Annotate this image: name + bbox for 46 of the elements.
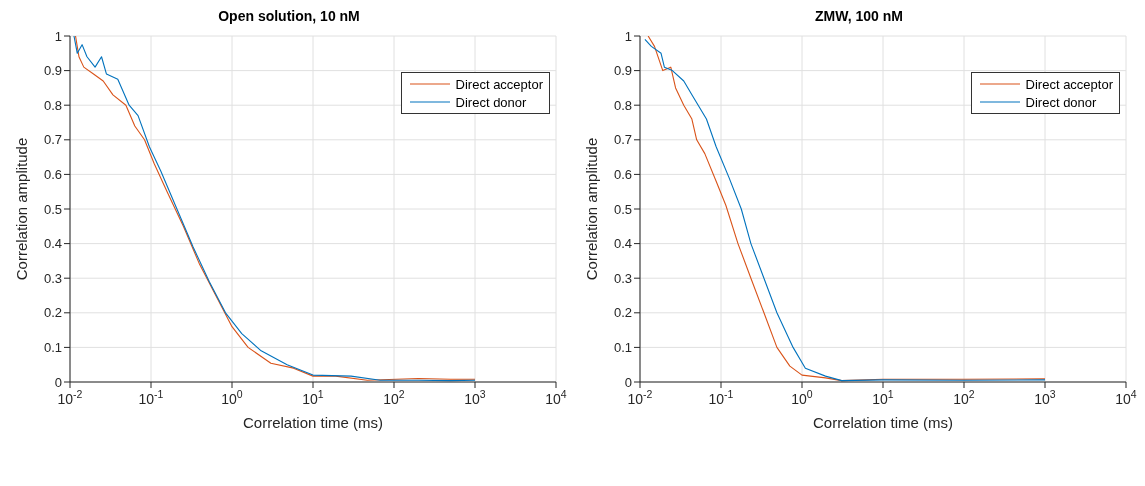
- y-tick-label: 0.8: [43, 97, 62, 113]
- y-tick-label: 0.4: [613, 236, 632, 252]
- y-tick-label: 0: [54, 374, 62, 390]
- x-tick-label: 10$^{3}$: [464, 388, 486, 407]
- y-tick-label: 0.5: [43, 201, 62, 217]
- x-tick-label: 10$^{4}$: [545, 388, 567, 407]
- x-tick-label: 10$^{-1}$: [138, 388, 164, 407]
- y-tick-label: 0.6: [613, 167, 632, 183]
- x-axis-title: Correlation time (ms): [812, 414, 954, 431]
- legend-label: Direct donor: [1025, 94, 1097, 110]
- y-tick-label: 1: [54, 28, 62, 44]
- y-tick-label: 0.1: [43, 340, 62, 356]
- x-tick-label: 10$^{3}$: [1034, 388, 1056, 407]
- y-tick-label: 0.3: [613, 270, 632, 286]
- y-tick-label: 0.2: [43, 305, 62, 321]
- x-axis-title: Correlation time (ms): [242, 414, 384, 431]
- x-tick-label: 10$^{0}$: [791, 388, 813, 407]
- y-tick-label: 0.4: [43, 236, 62, 252]
- y-tick-label: 0.5: [613, 201, 632, 217]
- chart-title: Open solution, 10 nM: [217, 8, 361, 26]
- y-tick-label: 1: [624, 28, 632, 44]
- y-tick-label: 0.7: [613, 132, 632, 148]
- x-tick-label: 10$^{1}$: [302, 388, 324, 407]
- y-tick-label: 0.2: [613, 305, 632, 321]
- x-tick-label: 10$^{0}$: [221, 388, 243, 407]
- x-tick-label: 10$^{-1}$: [708, 388, 734, 407]
- y-axis-title: Correlation amplitude: [583, 137, 601, 281]
- legend-label: Direct acceptor: [455, 76, 543, 92]
- chart-title: ZMW, 100 nM: [814, 8, 904, 26]
- legend-label: Direct acceptor: [1025, 76, 1113, 92]
- x-tick-label: 10$^{-2}$: [627, 388, 653, 407]
- x-tick-label: 10$^{2}$: [953, 388, 975, 407]
- y-tick-label: 0.9: [43, 63, 62, 79]
- y-tick-label: 0: [624, 374, 632, 390]
- x-tick-label: 10$^{2}$: [383, 388, 405, 407]
- y-axis-title: Correlation amplitude: [13, 137, 31, 281]
- y-tick-label: 0.1: [613, 340, 632, 356]
- y-tick-label: 0.6: [43, 167, 62, 183]
- x-tick-label: 10$^{1}$: [872, 388, 894, 407]
- y-tick-label: 0.8: [613, 97, 632, 113]
- y-tick-label: 0.9: [613, 63, 632, 79]
- y-tick-label: 0.3: [43, 270, 62, 286]
- legend-label: Direct donor: [455, 94, 527, 110]
- x-tick-label: 10$^{-2}$: [57, 388, 83, 407]
- x-tick-label: 10$^{4}$: [1115, 388, 1137, 407]
- y-tick-label: 0.7: [43, 132, 62, 148]
